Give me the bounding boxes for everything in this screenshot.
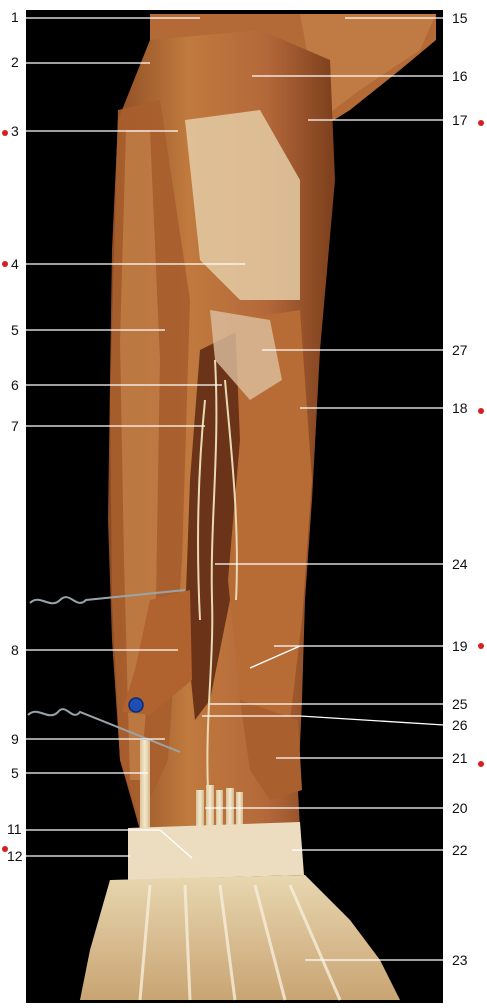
blue-pin bbox=[128, 697, 144, 713]
medial-muscle bbox=[228, 310, 312, 720]
label-23: 23 bbox=[452, 952, 468, 968]
marker-dot-19 bbox=[478, 643, 484, 649]
marker-dot-18 bbox=[478, 408, 484, 414]
label-5a: 5 bbox=[11, 322, 19, 338]
lower-muscle-belly bbox=[240, 700, 302, 800]
label-19: 19 bbox=[452, 638, 468, 654]
retractor-hook-lower bbox=[27, 708, 181, 753]
retractor-hook-upper bbox=[29, 589, 186, 605]
marker-dot-17 bbox=[478, 120, 484, 126]
retracted-muscle-flap bbox=[122, 590, 192, 715]
label-17: 17 bbox=[452, 112, 468, 128]
label-12: 12 bbox=[7, 848, 23, 864]
label-24: 24 bbox=[452, 556, 468, 572]
marker-dot-21 bbox=[478, 761, 484, 767]
label-21: 21 bbox=[452, 750, 468, 766]
label-2: 2 bbox=[11, 54, 19, 70]
marker-dot-4 bbox=[2, 261, 8, 267]
label-1: 1 bbox=[11, 9, 19, 25]
label-26: 26 bbox=[452, 717, 468, 733]
palm-region bbox=[80, 875, 400, 1000]
label-27: 27 bbox=[452, 342, 468, 358]
label-20: 20 bbox=[452, 800, 468, 816]
label-11: 11 bbox=[7, 821, 22, 837]
label-16: 16 bbox=[452, 68, 468, 84]
leader-lines-left bbox=[24, 17, 245, 859]
label-3: 3 bbox=[11, 123, 19, 139]
bicipital-aponeurosis bbox=[185, 110, 300, 300]
label-5b: 5 bbox=[11, 765, 19, 781]
label-9: 9 bbox=[11, 731, 19, 747]
palm-tendons bbox=[138, 884, 342, 1001]
label-15: 15 bbox=[452, 10, 468, 26]
label-7: 7 bbox=[11, 418, 19, 434]
marker-dot-11 bbox=[2, 846, 8, 852]
marker-dot-3 bbox=[2, 130, 8, 136]
label-18: 18 bbox=[452, 400, 468, 416]
biceps-tendon-area bbox=[300, 14, 436, 120]
label-4: 4 bbox=[11, 256, 19, 272]
label-25: 25 bbox=[452, 696, 468, 712]
leader-lines-right bbox=[202, 17, 445, 961]
muscle-sheen bbox=[210, 310, 282, 400]
label-6: 6 bbox=[11, 377, 19, 393]
label-22: 22 bbox=[452, 842, 468, 858]
label-8: 8 bbox=[11, 642, 19, 658]
deep-region bbox=[185, 330, 250, 720]
wrist-retinaculum bbox=[128, 822, 304, 880]
